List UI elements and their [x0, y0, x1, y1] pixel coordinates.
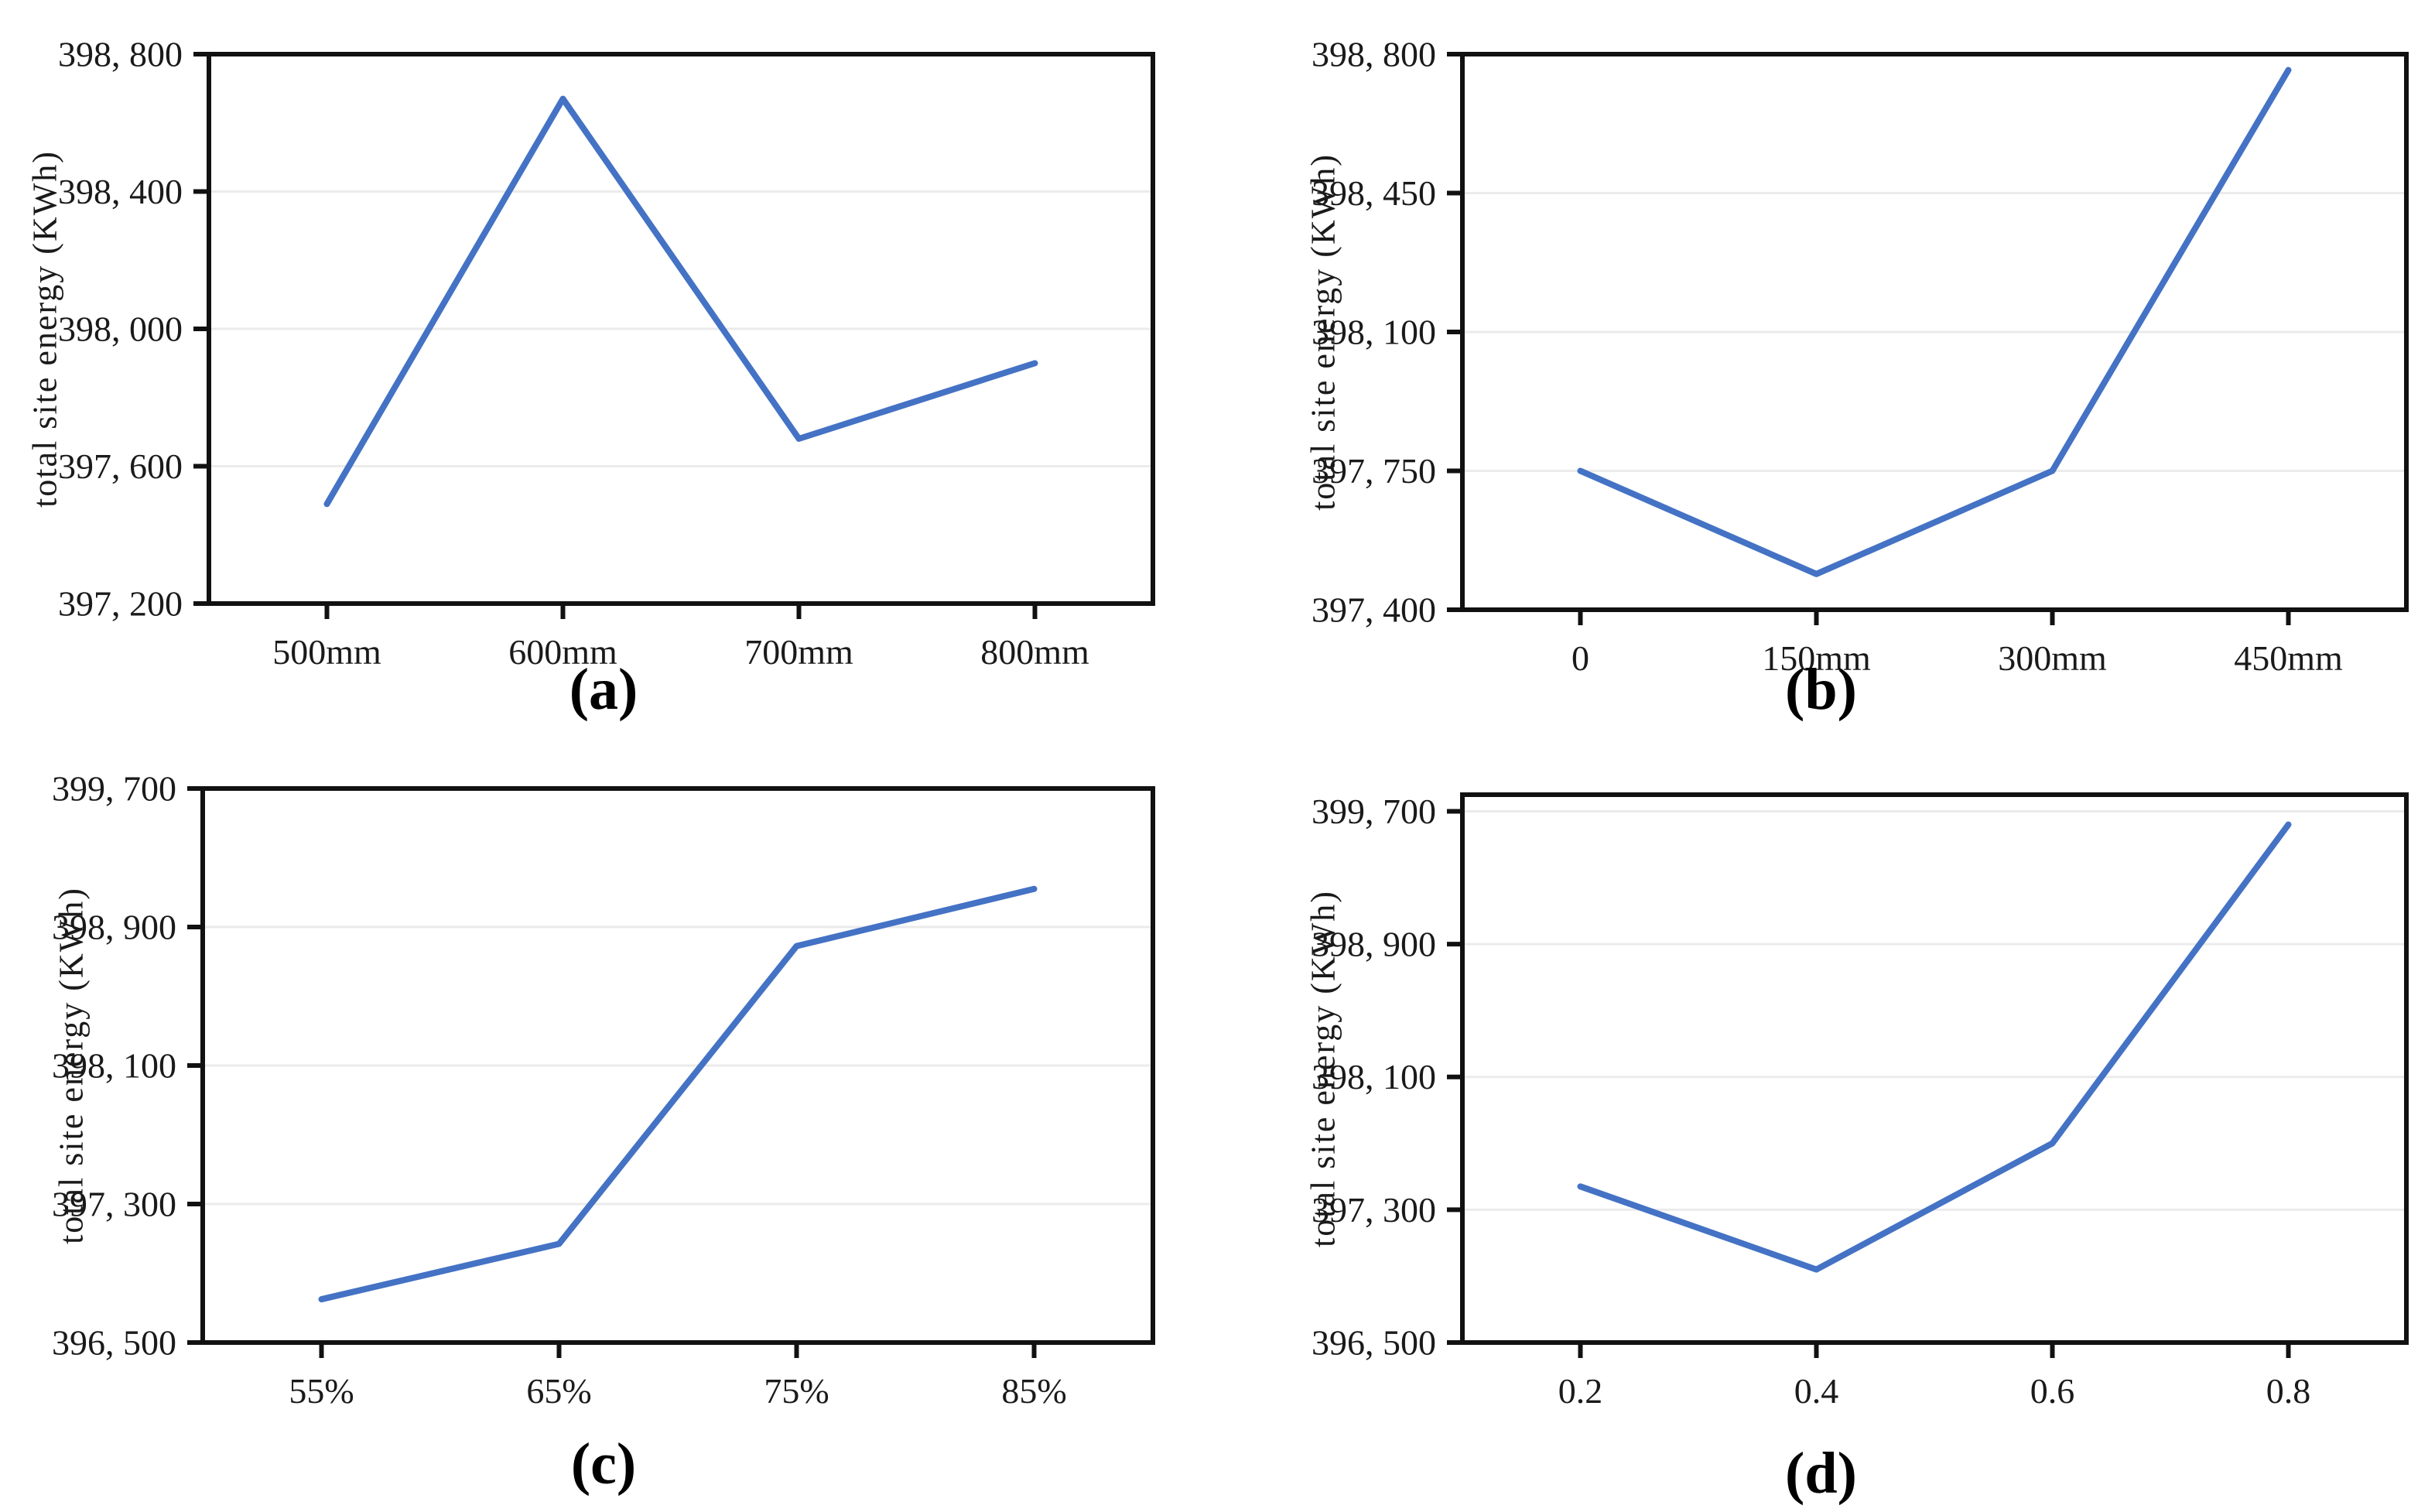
line-chart-a: 397, 200 397, 600 398, 000 398, 400 398, 800… — [58, 35, 1155, 672]
x-tick-label: 800mm — [980, 632, 1089, 672]
panel-caption-c: (c) — [570, 1432, 637, 1497]
x-tick-label: 600mm — [508, 632, 617, 672]
data-line-series — [1577, 821, 2292, 1273]
line-chart-d: 396, 500 397, 300 398, 100 398, 900 399, 700… — [1312, 792, 2409, 1411]
y-tick-label: 396, 500 — [1312, 1323, 1436, 1363]
panel-a: total site energy (KWh) 397, 200 397, 600… — [0, 0, 1207, 756]
x-tick-label: 500mm — [272, 632, 381, 672]
y-tick-label: 397, 750 — [1312, 451, 1436, 491]
panel-caption-d: (d) — [1785, 1441, 1857, 1506]
y-tick-label: 397, 300 — [52, 1185, 176, 1224]
y-tick-label: 398, 800 — [1312, 35, 1436, 74]
y-tick-label: 398, 800 — [58, 35, 183, 74]
y-tick-label: 397, 600 — [58, 446, 183, 486]
x-tick-label: 300mm — [1998, 638, 2107, 678]
x-tick-label: 0.8 — [2266, 1371, 2311, 1411]
x-tick-label: 0.4 — [1794, 1371, 1839, 1411]
x-tick-label: 450mm — [2234, 638, 2343, 678]
x-tick-label: 0 — [1571, 638, 1589, 678]
y-tick-label: 398, 400 — [58, 172, 183, 211]
x-tick-label: 65% — [526, 1371, 591, 1411]
panel-caption-a: (a) — [569, 657, 638, 722]
x-tick-label: 55% — [289, 1371, 354, 1411]
data-line-series — [318, 885, 1038, 1303]
x-tick-label: 85% — [1001, 1371, 1066, 1411]
line-chart-b: 397, 400 397, 750 398, 100 398, 450 398, 800… — [1312, 35, 2409, 678]
y-tick-label: 398, 000 — [58, 310, 183, 349]
x-tick-label: 0.6 — [2030, 1371, 2075, 1411]
panel-d: total site energy (KWh) 396, 500 397, 300… — [1207, 756, 2435, 1512]
x-tick-label: 700mm — [744, 632, 853, 672]
y-tick-label: 398, 900 — [1312, 925, 1436, 964]
plot-border — [1460, 792, 2409, 1345]
y-tick-label: 396, 500 — [52, 1323, 176, 1363]
y-tick-label: 398, 900 — [52, 908, 176, 947]
y-tick-label: 399, 700 — [52, 769, 176, 809]
y-tick-label: 398, 450 — [1312, 173, 1436, 213]
y-tick-label: 398, 100 — [52, 1046, 176, 1086]
x-tick-label: 75% — [764, 1371, 829, 1411]
panel-caption-b: (b) — [1785, 657, 1857, 722]
line-chart-c: 396, 500 397, 300 398, 100 398, 900 399, 700… — [52, 769, 1155, 1411]
y-tick-label: 397, 200 — [58, 584, 183, 624]
panel-c: total site energy (KWh) 396, 500 397, 300… — [0, 756, 1207, 1512]
panel-b: total site energy (KWh) 397, 400 397, 750… — [1207, 0, 2435, 756]
y-tick-label: 398, 100 — [1312, 1057, 1436, 1096]
y-tick-label: 399, 700 — [1312, 792, 1436, 831]
x-tick-label: 0.2 — [1558, 1371, 1603, 1411]
y-tick-label: 397, 400 — [1312, 590, 1436, 630]
y-tick-label: 397, 300 — [1312, 1190, 1436, 1230]
y-tick-label: 398, 100 — [1312, 313, 1436, 352]
data-line-series — [323, 95, 1038, 508]
x-tick-label: 150mm — [1762, 638, 1871, 678]
data-line-series — [1577, 67, 2292, 577]
